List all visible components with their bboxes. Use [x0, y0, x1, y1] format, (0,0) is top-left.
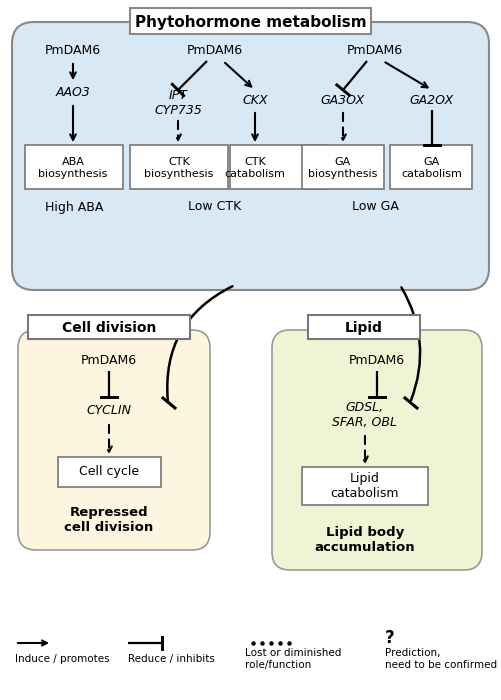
FancyBboxPatch shape [390, 145, 472, 189]
Text: Lost or diminished
role/function: Lost or diminished role/function [245, 648, 341, 670]
FancyBboxPatch shape [272, 330, 482, 570]
Text: Phytohormone metabolism: Phytohormone metabolism [135, 15, 366, 31]
FancyBboxPatch shape [28, 315, 190, 339]
FancyBboxPatch shape [130, 8, 371, 34]
Text: Induce / promotes: Induce / promotes [15, 654, 110, 664]
FancyBboxPatch shape [302, 467, 428, 505]
FancyBboxPatch shape [308, 315, 420, 339]
Text: CKX: CKX [242, 94, 268, 106]
Text: CYCLIN: CYCLIN [87, 403, 131, 416]
FancyBboxPatch shape [58, 457, 161, 487]
Text: ?: ? [385, 629, 395, 647]
Text: PmDAM6: PmDAM6 [349, 354, 405, 367]
Text: Repressed
cell division: Repressed cell division [64, 506, 154, 534]
Text: Cell cycle: Cell cycle [79, 466, 139, 479]
Text: GA
biosynthesis: GA biosynthesis [308, 158, 378, 178]
Text: AAO3: AAO3 [56, 87, 91, 99]
Text: PmDAM6: PmDAM6 [45, 43, 101, 57]
Text: High ABA: High ABA [45, 200, 103, 214]
Text: CTK
biosynthesis: CTK biosynthesis [144, 158, 214, 178]
FancyBboxPatch shape [302, 145, 384, 189]
FancyBboxPatch shape [230, 145, 328, 189]
FancyBboxPatch shape [130, 145, 228, 189]
Text: GDSL,
SFAR, OBL: GDSL, SFAR, OBL [333, 401, 397, 429]
Text: IPT
CYP735: IPT CYP735 [154, 89, 202, 117]
FancyBboxPatch shape [12, 22, 489, 290]
Text: Lipid body
accumulation: Lipid body accumulation [315, 526, 415, 554]
Text: Prediction,
need to be confirmed: Prediction, need to be confirmed [385, 648, 497, 670]
Text: Low GA: Low GA [352, 200, 398, 214]
Text: Reduce / inhibits: Reduce / inhibits [128, 654, 215, 664]
Text: GA3OX: GA3OX [321, 94, 365, 106]
FancyBboxPatch shape [18, 330, 210, 550]
Text: PmDAM6: PmDAM6 [347, 43, 403, 57]
Text: Low CTK: Low CTK [188, 200, 241, 214]
Text: Lipid
catabolism: Lipid catabolism [331, 472, 399, 500]
Text: GA2OX: GA2OX [410, 94, 454, 106]
Text: GA
catabolism: GA catabolism [402, 158, 462, 178]
Text: PmDAM6: PmDAM6 [187, 43, 243, 57]
Text: ABA
biosynthesis: ABA biosynthesis [38, 158, 108, 178]
FancyBboxPatch shape [25, 145, 123, 189]
Text: PmDAM6: PmDAM6 [81, 354, 137, 367]
Text: CTK
catabolism: CTK catabolism [224, 158, 286, 178]
Text: Lipid: Lipid [345, 321, 383, 335]
Text: Cell division: Cell division [62, 321, 156, 335]
